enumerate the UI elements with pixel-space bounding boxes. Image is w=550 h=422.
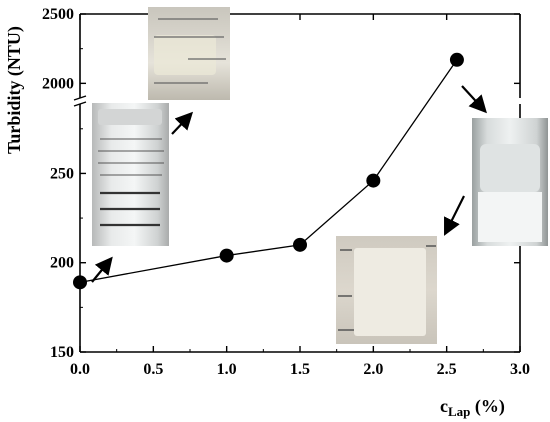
axis-break-mark: [73, 101, 87, 107]
vial-photo-cloudy-icon: [480, 144, 540, 192]
x-tick-label: 2.5: [437, 361, 457, 378]
annotation-arrow: [461, 85, 487, 114]
y-tick-label: 250: [50, 165, 74, 182]
inset-vial-high: [472, 118, 548, 246]
y-tick-label: 2000: [42, 75, 74, 92]
y-tick-label: 150: [50, 344, 74, 361]
data-point: [366, 173, 381, 188]
data-point: [219, 248, 234, 263]
data-point: [293, 237, 307, 252]
annotation-arrows: [91, 85, 487, 283]
annotation-arrow: [444, 195, 465, 236]
x-tick-label: 1.5: [290, 361, 310, 378]
y-axis-title: Turbidity (NTU): [4, 26, 25, 154]
film-photo-opaque-icon: [354, 248, 426, 336]
series-group: [73, 52, 464, 290]
inset-vial-low: [92, 103, 169, 246]
y-tick-label: 200: [50, 255, 74, 272]
y-tick-label: 2500: [42, 6, 74, 23]
data-point: [449, 52, 464, 67]
x-tick-label: 2.0: [363, 361, 383, 378]
data-point: [73, 275, 87, 290]
vial-photo-clear-icon: [98, 109, 162, 125]
x-tick-label: 1.0: [217, 361, 237, 378]
annotation-arrow: [171, 111, 194, 135]
x-tick-label: 3.0: [510, 361, 530, 378]
inset-film-bottom: [336, 236, 437, 344]
x-tick-label: 0.5: [143, 361, 163, 378]
film-photo-translucent-icon: [154, 35, 216, 75]
x-axis-title: cLap (%): [440, 396, 505, 419]
x-tick-label: 0.0: [70, 361, 90, 378]
annotation-arrow: [91, 256, 113, 283]
axis-break-mark: [73, 95, 87, 101]
inset-film-top: [148, 7, 230, 100]
